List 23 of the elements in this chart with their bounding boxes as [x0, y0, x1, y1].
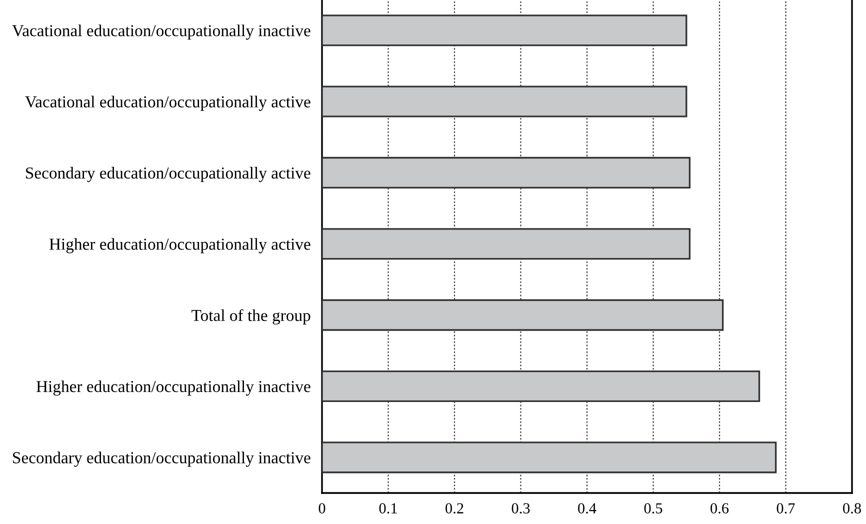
bar	[322, 228, 691, 260]
bar	[322, 299, 724, 331]
x-tick-label: 0.2	[446, 503, 464, 514]
x-tick-label: 0.4	[578, 503, 596, 514]
x-tick-label: 0.7	[776, 503, 795, 514]
x-tick-label: 0.5	[644, 503, 662, 514]
x-tick-label: 0.8	[843, 503, 861, 514]
x-tick-label: 0	[318, 503, 326, 514]
x-tick-label: 0.3	[512, 503, 530, 514]
bar	[322, 370, 760, 402]
bar	[322, 442, 777, 474]
y-tick-label: Vacational education/occupationally active	[25, 96, 310, 111]
bar	[322, 156, 691, 188]
y-tick-label: Vacational education/occupationally inactive	[12, 24, 310, 40]
bar	[322, 86, 688, 118]
y-tick-label: Total of the group	[192, 309, 310, 325]
y-tick-label: Higher education/occupationally active	[49, 238, 310, 254]
x-tick-label: 0.1	[379, 503, 397, 514]
y-tick-label: Higher education/occupationally inactive	[36, 380, 310, 396]
y-tick-label: Secondary education/occupationally inactive	[13, 452, 310, 467]
bar	[322, 14, 688, 46]
x-tick-label: 0.6	[710, 503, 729, 514]
y-tick-label: Secondary education/occupationally active	[26, 166, 310, 182]
